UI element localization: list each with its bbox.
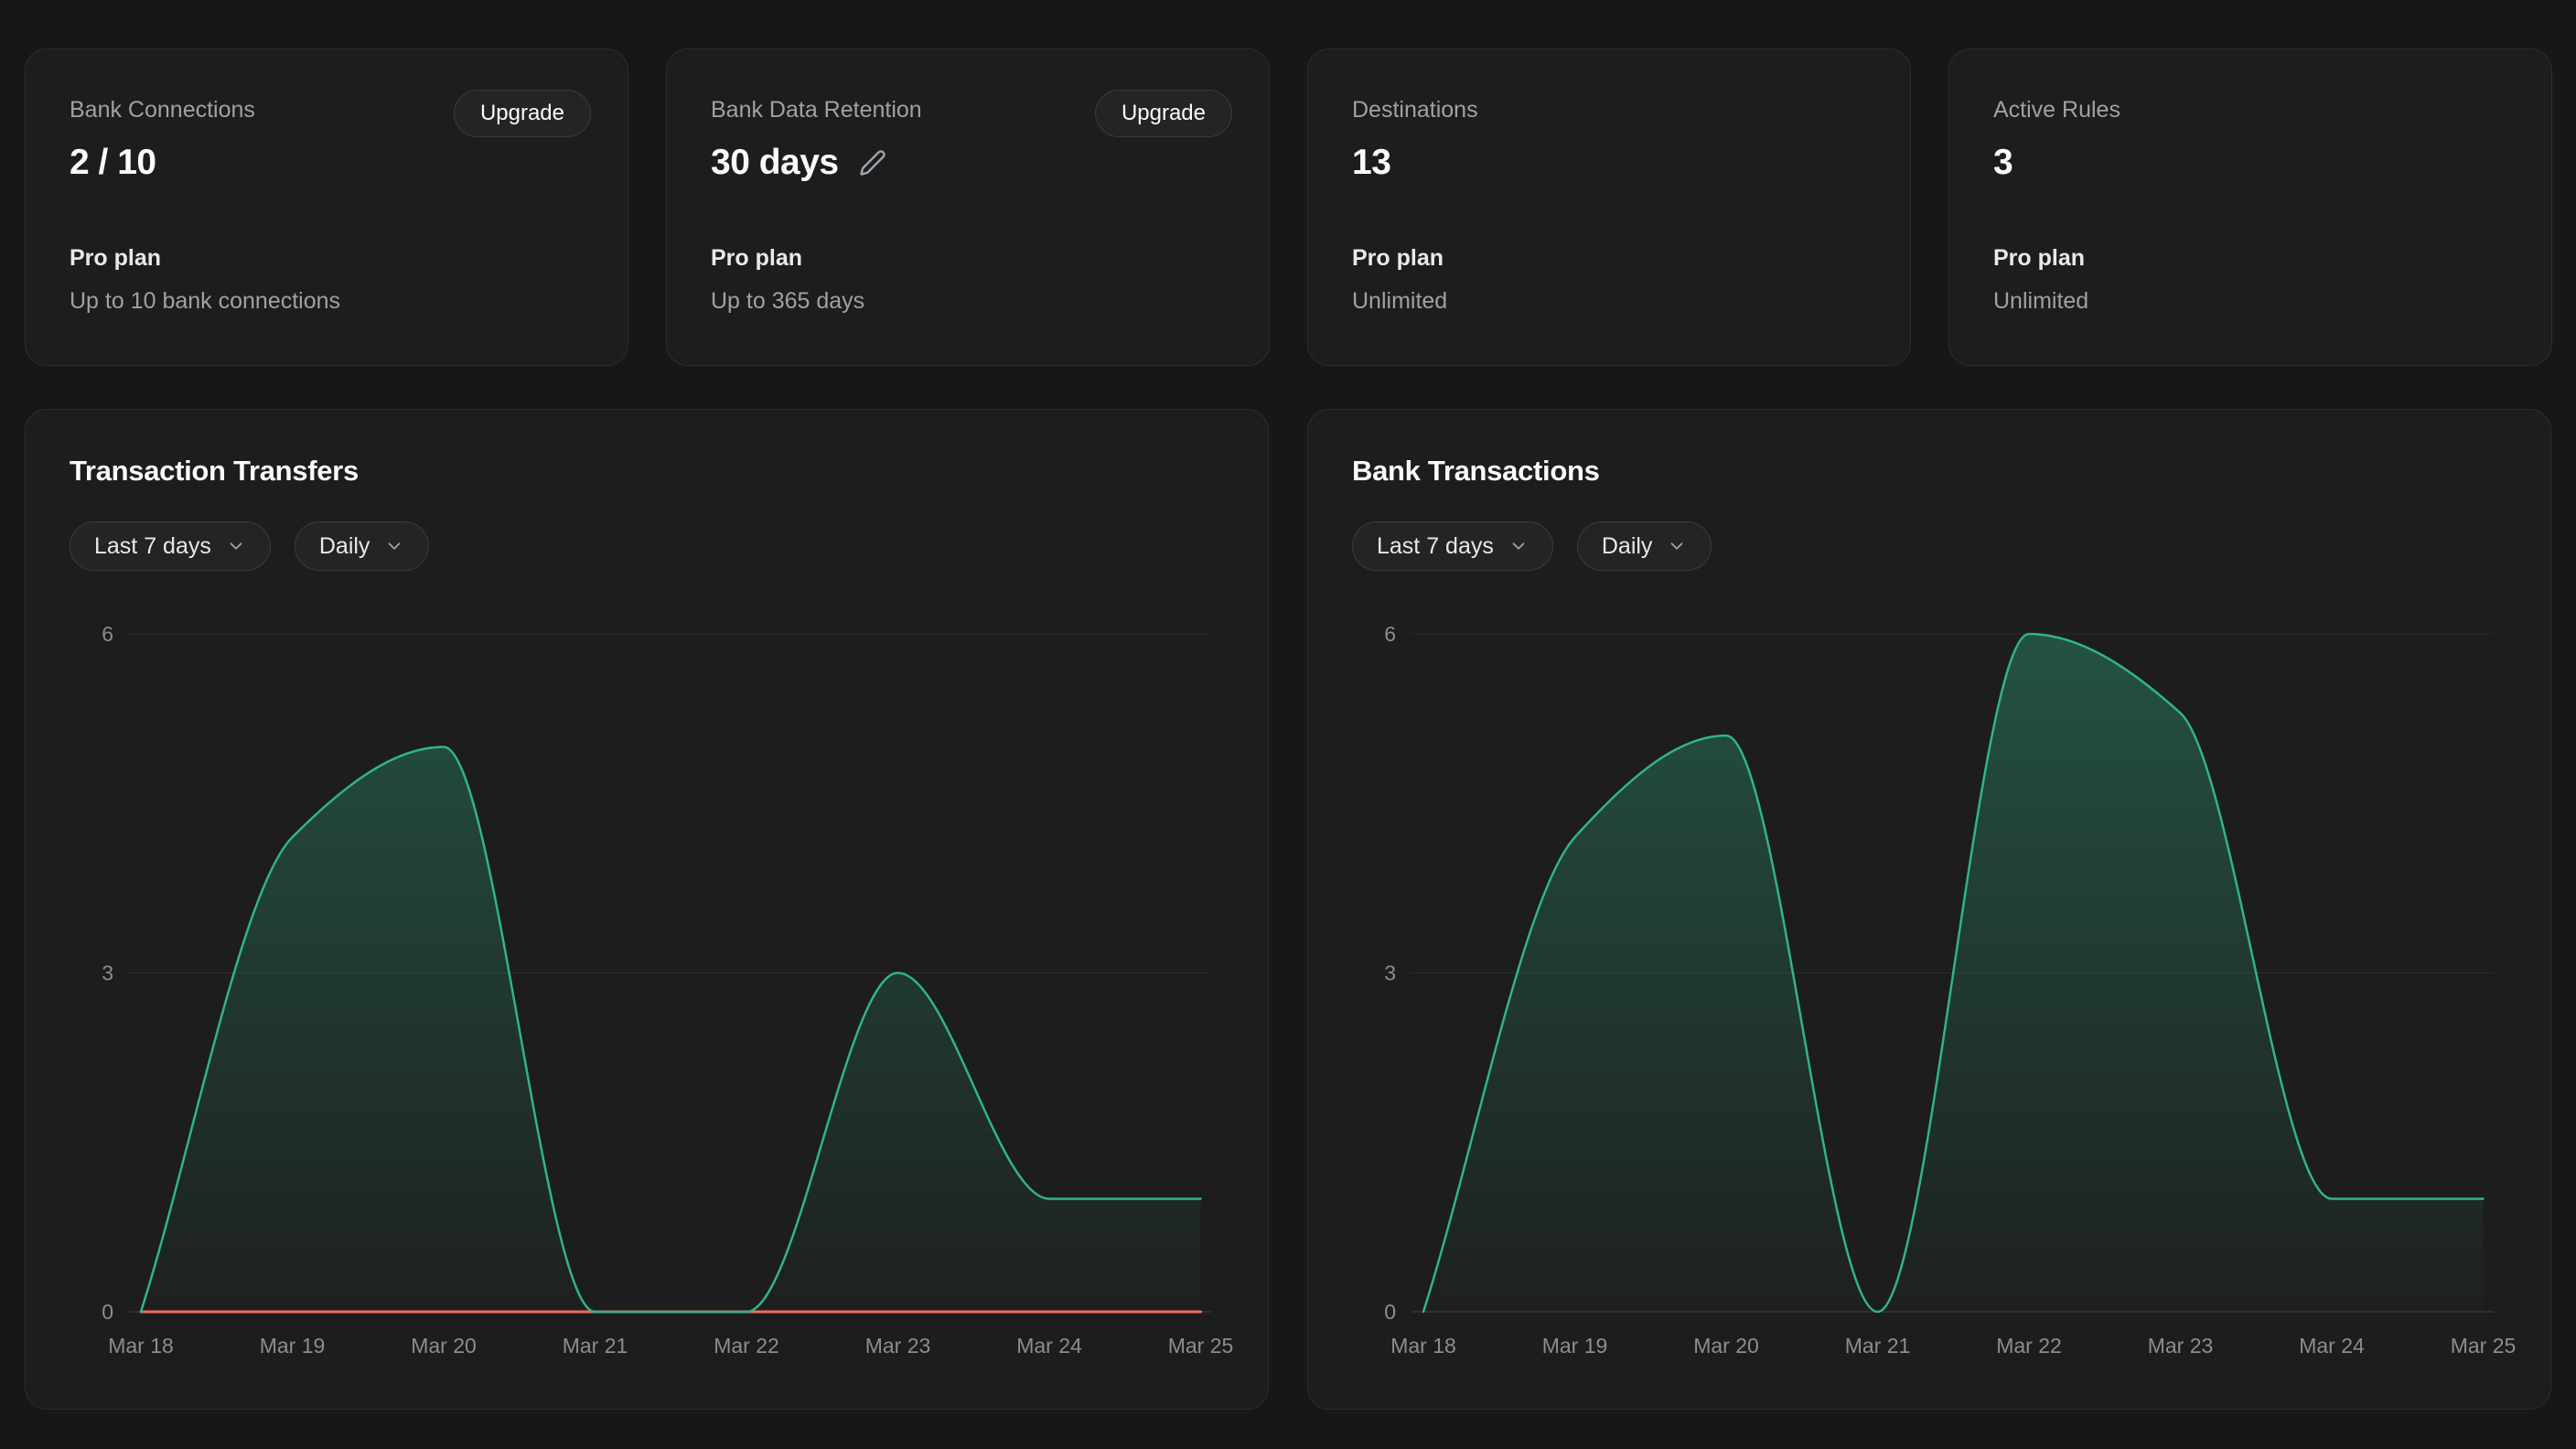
overview-page: Bank Connections Upgrade 2 / 10 Pro plan…	[0, 0, 2576, 1449]
stat-card-destinations: Destinations 13 Pro plan Unlimited	[1307, 48, 1911, 366]
chevron-down-icon	[384, 536, 404, 556]
x-tick-label: Mar 21	[1845, 1334, 1911, 1358]
date-range-select[interactable]: Last 7 days	[70, 521, 271, 571]
x-tick-label: Mar 18	[1390, 1334, 1456, 1358]
y-tick-label: 0	[102, 1300, 113, 1324]
x-tick-label: Mar 19	[260, 1334, 326, 1358]
bank-transactions-card: 0 3 6 Mar 18 Mar 19 Mar 20 Mar 21 Mar 22 Mar 23 M…	[1307, 409, 2551, 1410]
stat-label: Destinations	[1352, 95, 1866, 124]
area-fill	[141, 747, 1201, 1313]
chart-title: Bank Transactions	[1352, 452, 2506, 490]
chart-cards-row: 0 3 6 Mar 18 Mar 19 Mar 20 Mar 21 Mar 22 Mar 23 M…	[25, 409, 2551, 1410]
stat-card-bank-connections: Bank Connections Upgrade 2 / 10 Pro plan…	[25, 48, 628, 366]
plan-name: Pro plan	[1993, 243, 2507, 273]
date-range-select[interactable]: Last 7 days	[1352, 521, 1553, 571]
x-tick-label: Mar 24	[1016, 1334, 1082, 1358]
transaction-transfers-card: 0 3 6 Mar 18 Mar 19 Mar 20 Mar 21 Mar 22 Mar 23 M…	[25, 409, 1269, 1410]
pencil-icon	[859, 149, 886, 177]
y-tick-label: 3	[1384, 961, 1396, 985]
x-tick-label: Mar 21	[563, 1334, 628, 1358]
chevron-down-icon	[1667, 536, 1687, 556]
x-tick-label: Mar 20	[411, 1334, 477, 1358]
plan-detail: Unlimited	[1993, 286, 2507, 316]
x-tick-label: Mar 18	[108, 1334, 174, 1358]
x-tick-label: Mar 23	[2148, 1334, 2214, 1358]
interval-select[interactable]: Daily	[295, 521, 430, 571]
plan-name: Pro plan	[711, 243, 1225, 273]
edit-retention-button[interactable]	[859, 149, 886, 177]
x-tick-label: Mar 20	[1693, 1334, 1759, 1358]
x-tick-label: Mar 24	[2299, 1334, 2365, 1358]
y-tick-label: 6	[102, 622, 113, 646]
x-tick-label: Mar 22	[1996, 1334, 2062, 1358]
plan-name: Pro plan	[1352, 243, 1866, 273]
plan-detail: Unlimited	[1352, 286, 1866, 316]
x-tick-label: Mar 19	[1542, 1334, 1608, 1358]
x-tick-label: Mar 25	[1168, 1334, 1234, 1358]
date-range-value: Last 7 days	[94, 533, 211, 560]
stat-value: 13	[1352, 143, 1390, 183]
stat-value: 30 days	[711, 143, 839, 183]
x-tick-label: Mar 23	[865, 1334, 931, 1358]
x-tick-label: Mar 22	[714, 1334, 779, 1358]
stat-card-active-rules: Active Rules 3 Pro plan Unlimited	[1948, 48, 2552, 366]
interval-value: Daily	[319, 533, 370, 560]
date-range-value: Last 7 days	[1377, 533, 1494, 560]
stat-value: 2 / 10	[70, 143, 156, 183]
upgrade-button[interactable]: Upgrade	[1095, 90, 1232, 137]
y-tick-label: 6	[1384, 622, 1396, 646]
plan-detail: Up to 365 days	[711, 286, 1225, 316]
stat-cards-row: Bank Connections Upgrade 2 / 10 Pro plan…	[25, 48, 2552, 366]
x-tick-label: Mar 25	[2451, 1334, 2517, 1358]
stat-label: Active Rules	[1993, 95, 2507, 124]
chevron-down-icon	[1508, 536, 1529, 556]
interval-value: Daily	[1602, 533, 1653, 560]
stat-card-bank-data-retention: Bank Data Retention Upgrade 30 days Pro …	[666, 48, 1270, 366]
y-tick-label: 0	[1384, 1300, 1396, 1324]
plan-name: Pro plan	[70, 243, 584, 273]
chart-title: Transaction Transfers	[70, 452, 1224, 490]
plan-detail: Up to 10 bank connections	[70, 286, 584, 316]
stat-value: 3	[1993, 143, 2012, 183]
y-tick-label: 3	[102, 961, 113, 985]
upgrade-button[interactable]: Upgrade	[454, 90, 591, 137]
interval-select[interactable]: Daily	[1577, 521, 1712, 571]
chevron-down-icon	[226, 536, 246, 556]
